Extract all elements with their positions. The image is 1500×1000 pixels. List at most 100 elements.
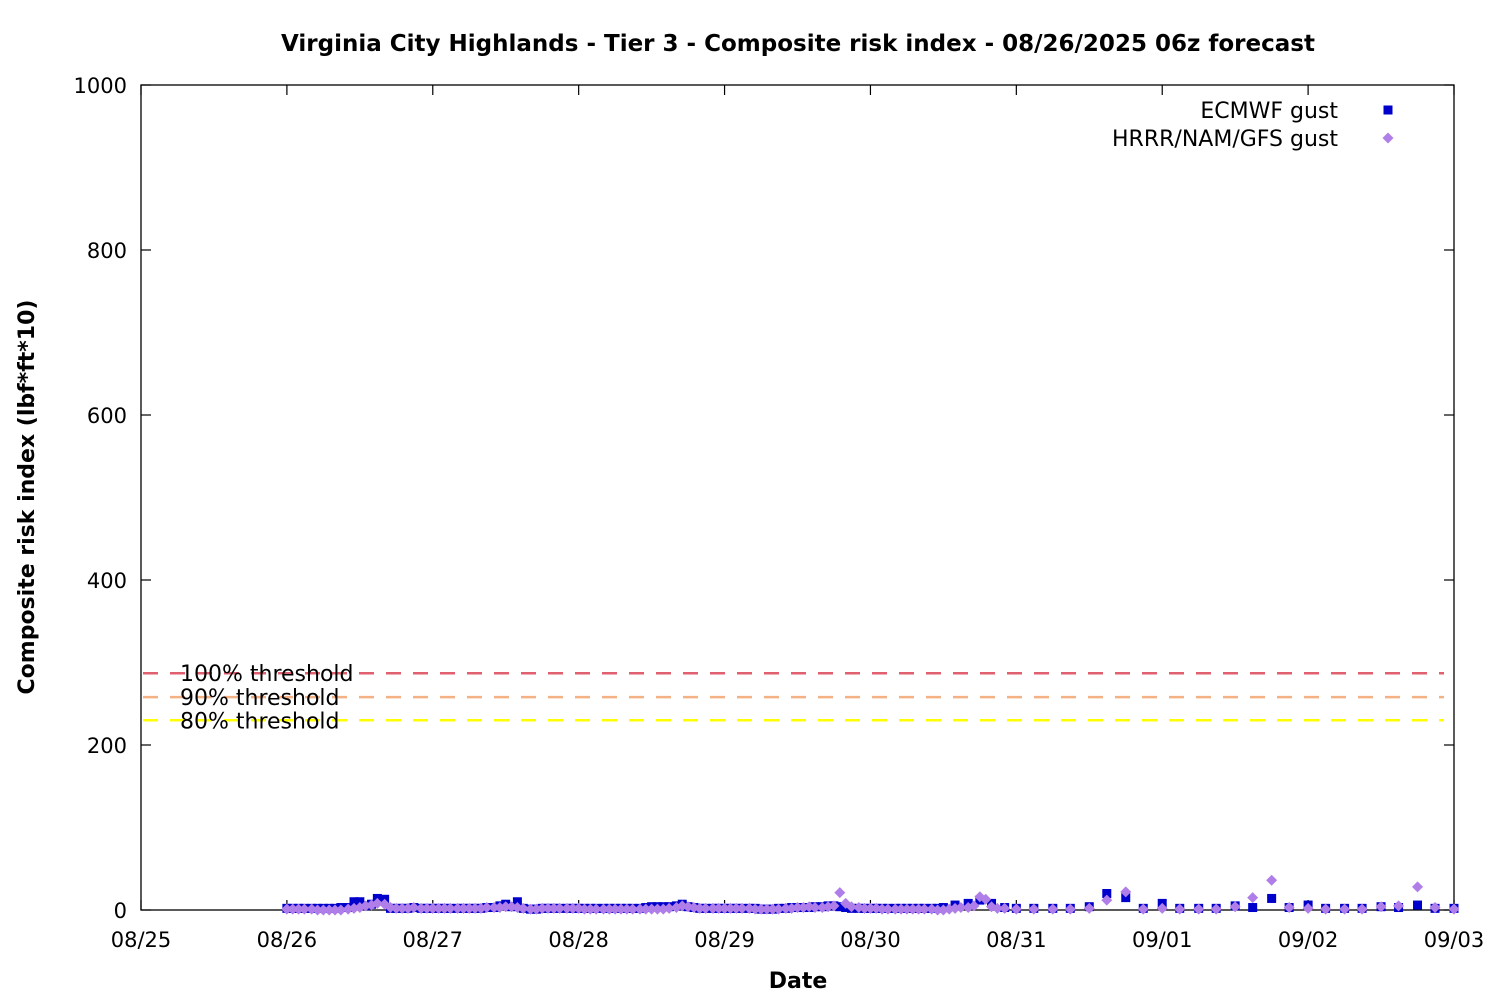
data-point-hrrr (634, 903, 646, 915)
data-point-hrrr (438, 902, 450, 914)
data-point-hrrr (1137, 903, 1149, 915)
data-point-hrrr (433, 902, 445, 914)
data-point-hrrr (561, 902, 573, 914)
data-point-hrrr (1247, 892, 1259, 904)
x-tick-label: 08/27 (403, 928, 464, 952)
data-point-ecmwf (355, 897, 365, 907)
data-point-hrrr (991, 902, 1003, 914)
data-point-ecmwf (1248, 903, 1258, 913)
data-point-hrrr (517, 902, 529, 914)
data-point-hrrr (999, 902, 1011, 914)
data-point-hrrr (755, 903, 767, 915)
data-point-hrrr (463, 902, 475, 914)
data-point-hrrr (390, 902, 402, 914)
data-point-hrrr (481, 902, 493, 914)
data-point-hrrr (700, 902, 712, 914)
data-point-ecmwf (1267, 893, 1277, 903)
data-point-hrrr (281, 903, 293, 915)
data-point-hrrr (1302, 902, 1314, 914)
y-tick-label: 400 (87, 569, 127, 593)
data-point-ecmwf (1102, 889, 1112, 898)
data-point-hrrr (506, 901, 518, 913)
data-point-hrrr (312, 904, 324, 916)
data-point-hrrr (736, 902, 748, 914)
data-point-hrrr (525, 903, 537, 915)
data-point-hrrr (694, 902, 706, 914)
data-point-ecmwf (512, 897, 522, 907)
data-point-hrrr (876, 903, 888, 915)
x-tick-label: 08/26 (257, 928, 318, 952)
legend-marker-ecmwf (1383, 105, 1393, 115)
threshold-label: 80% threshold (180, 709, 340, 734)
plot-area: 08/25 08/26 08/27 08/28 08/29 08/30 08/31 09/01… (74, 74, 1485, 952)
data-point-hrrr (408, 902, 420, 914)
data-point-hrrr (882, 903, 894, 915)
data-point-hrrr (500, 901, 512, 913)
plot-frame (140, 84, 1455, 911)
data-point-hrrr (293, 903, 305, 915)
data-point-ecmwf (349, 897, 359, 907)
y-tick-label: 200 (87, 734, 127, 758)
x-axis-label: Date (769, 969, 828, 994)
data-point-hrrr (1156, 902, 1168, 914)
data-point-hrrr (609, 903, 621, 915)
data-point-hrrr (1083, 902, 1095, 914)
x-tick-label: 08/31 (986, 928, 1047, 952)
data-point-hrrr (864, 902, 876, 914)
data-point-hrrr (1028, 903, 1040, 915)
data-point-hrrr (590, 903, 602, 915)
data-point-hrrr (1339, 903, 1351, 915)
data-point-ecmwf (1413, 900, 1423, 910)
x-tick-label: 08/30 (840, 928, 901, 952)
data-point-hrrr (901, 903, 913, 915)
data-point-hrrr (955, 902, 967, 914)
data-point-hrrr (469, 902, 481, 914)
x-tick-label: 08/29 (694, 928, 755, 952)
data-point-hrrr (1174, 903, 1186, 915)
data-point-hrrr (1375, 901, 1387, 913)
data-point-hrrr (421, 902, 433, 914)
data-point-hrrr (646, 903, 658, 915)
x-tick-label: 08/25 (111, 928, 172, 952)
data-point-hrrr (761, 903, 773, 915)
data-point-hrrr (713, 902, 725, 914)
data-point-hrrr (828, 900, 840, 912)
legend-label: HRRR/NAM/GFS gust (1112, 127, 1338, 152)
data-point-hrrr (889, 903, 901, 915)
data-point-hrrr (323, 904, 335, 916)
data-point-hrrr (1229, 901, 1241, 913)
data-point-hrrr (792, 902, 803, 914)
data-point-hrrr (859, 902, 871, 914)
data-point-hrrr (287, 903, 299, 915)
data-point-hrrr (907, 903, 919, 915)
data-point-hrrr (542, 902, 554, 914)
data-point-hrrr (719, 902, 731, 914)
x-tick-label: 09/03 (1424, 928, 1485, 952)
data-point-ecmwf (1121, 893, 1131, 903)
data-point-hrrr (621, 903, 633, 915)
data-point-hrrr (1393, 900, 1405, 912)
data-point-hrrr (980, 893, 992, 905)
data-point-hrrr (773, 903, 785, 915)
data-point-hrrr (396, 902, 408, 914)
data-point-hrrr (615, 903, 627, 915)
data-point-hrrr (1047, 903, 1059, 915)
data-point-hrrr (1356, 903, 1368, 915)
data-point-hrrr (968, 900, 980, 912)
data-point-hrrr (809, 902, 821, 914)
data-point-hrrr (663, 902, 675, 914)
data-point-hrrr (724, 902, 736, 914)
data-point-hrrr (1320, 903, 1332, 915)
data-point-hrrr (457, 902, 469, 914)
data-point-hrrr (1429, 902, 1441, 914)
data-point-hrrr (317, 904, 329, 916)
data-point-hrrr (335, 904, 347, 916)
y-tick-label: 0 (114, 899, 127, 923)
data-point-hrrr (1283, 902, 1295, 914)
data-point-hrrr (415, 902, 427, 914)
data-point-hrrr (730, 902, 742, 914)
data-point-hrrr (767, 903, 779, 915)
data-point-hrrr (1210, 903, 1222, 915)
data-point-hrrr (918, 903, 930, 915)
